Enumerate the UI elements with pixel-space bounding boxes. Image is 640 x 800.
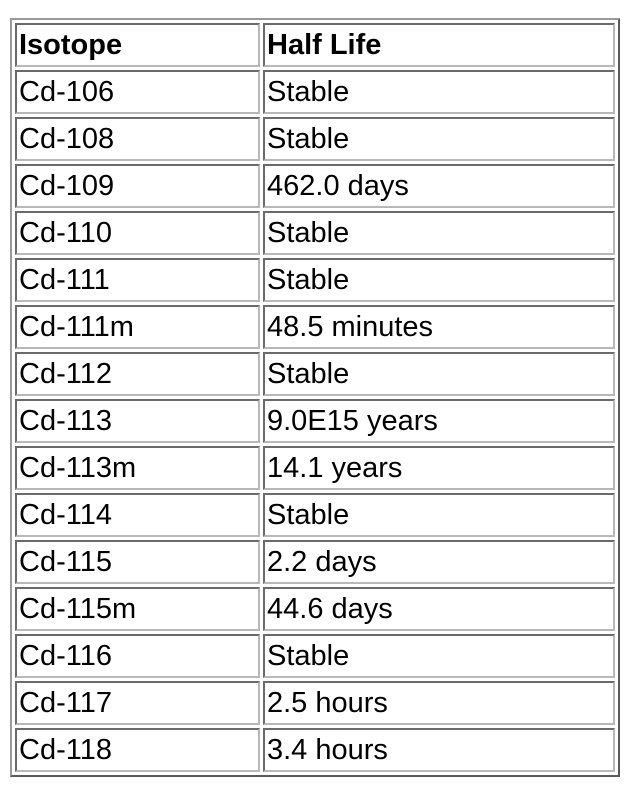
table-row: Cd-111 Stable [15, 258, 615, 302]
isotope-cell: Cd-117 [15, 681, 260, 725]
table-row: Cd-114 Stable [15, 493, 615, 537]
table-row: Cd-113 9.0E15 years [15, 399, 615, 443]
half-life-cell: Stable [263, 117, 615, 161]
isotope-cell: Cd-112 [15, 352, 260, 396]
header-isotope: Isotope [15, 23, 260, 67]
isotope-cell: Cd-110 [15, 211, 260, 255]
isotope-cell: Cd-118 [15, 728, 260, 772]
table-row: Cd-115m 44.6 days [15, 587, 615, 631]
isotope-cell: Cd-114 [15, 493, 260, 537]
half-life-cell: Stable [263, 211, 615, 255]
isotope-cell: Cd-111 [15, 258, 260, 302]
half-life-cell: 3.4 hours [263, 728, 615, 772]
half-life-cell: Stable [263, 70, 615, 114]
isotope-cell: Cd-111m [15, 305, 260, 349]
table-row: Cd-106 Stable [15, 70, 615, 114]
isotope-cell: Cd-113 [15, 399, 260, 443]
table-row: Cd-110 Stable [15, 211, 615, 255]
half-life-cell: 2.2 days [263, 540, 615, 584]
table-header-row: Isotope Half Life [15, 23, 615, 67]
isotope-table-container: Isotope Half Life Cd-106 Stable Cd-108 Stab… [10, 18, 620, 777]
isotope-cell: Cd-106 [15, 70, 260, 114]
table-row: Cd-108 Stable [15, 117, 615, 161]
table-row: Cd-112 Stable [15, 352, 615, 396]
table-row: Cd-113m 14.1 years [15, 446, 615, 490]
isotope-cell: Cd-115 [15, 540, 260, 584]
half-life-cell: 44.6 days [263, 587, 615, 631]
table-row: Cd-111m 48.5 minutes [15, 305, 615, 349]
isotope-cell: Cd-115m [15, 587, 260, 631]
half-life-cell: Stable [263, 634, 615, 678]
isotope-cell: Cd-113m [15, 446, 260, 490]
table-row: Cd-115 2.2 days [15, 540, 615, 584]
header-half-life: Half Life [263, 23, 615, 67]
isotope-cell: Cd-116 [15, 634, 260, 678]
half-life-cell: 2.5 hours [263, 681, 615, 725]
table-row: Cd-118 3.4 hours [15, 728, 615, 772]
half-life-cell: 48.5 minutes [263, 305, 615, 349]
table-row: Cd-109 462.0 days [15, 164, 615, 208]
half-life-cell: 14.1 years [263, 446, 615, 490]
table-row: Cd-116 Stable [15, 634, 615, 678]
half-life-cell: Stable [263, 493, 615, 537]
half-life-cell: Stable [263, 352, 615, 396]
table-body: Cd-106 Stable Cd-108 Stable Cd-109 462.0 days… [15, 70, 615, 772]
isotope-half-life-table: Isotope Half Life Cd-106 Stable Cd-108 Stab… [10, 18, 620, 777]
isotope-cell: Cd-109 [15, 164, 260, 208]
half-life-cell: Stable [263, 258, 615, 302]
table-row: Cd-117 2.5 hours [15, 681, 615, 725]
isotope-cell: Cd-108 [15, 117, 260, 161]
half-life-cell: 9.0E15 years [263, 399, 615, 443]
half-life-cell: 462.0 days [263, 164, 615, 208]
